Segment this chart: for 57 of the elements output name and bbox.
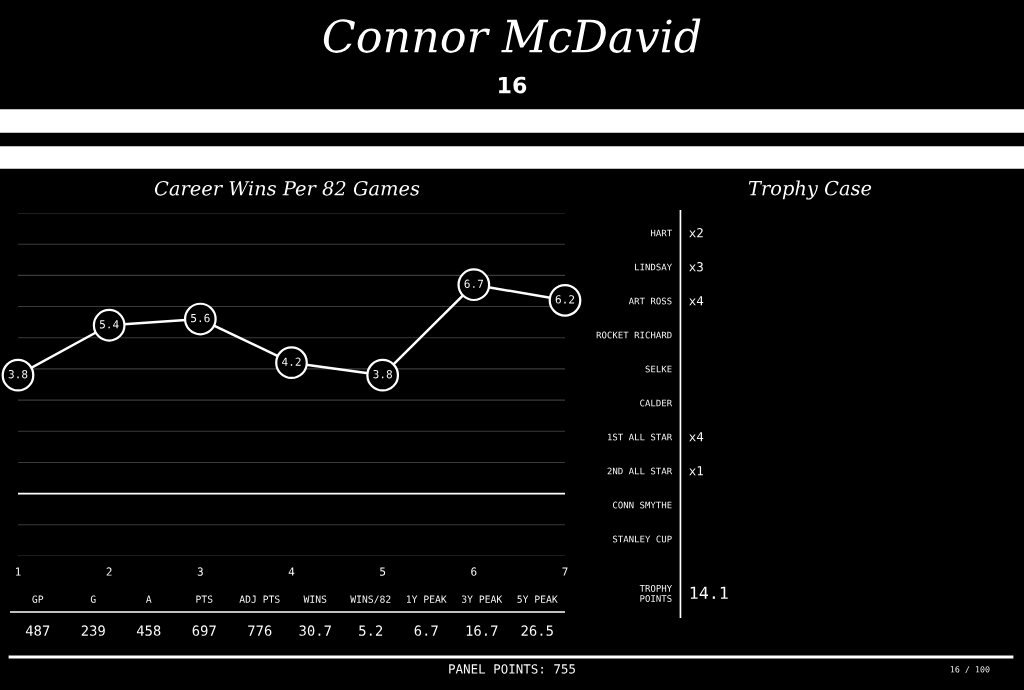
data-label: 6.7 [414, 625, 438, 636]
data-label: x4 [689, 432, 704, 442]
category-label: CALDER [640, 399, 673, 407]
text: PANEL POINTS: 755 [449, 664, 575, 674]
data-label: 3.8 [8, 369, 28, 379]
category-label: A [146, 595, 152, 603]
category-label: STANLEY CUP [612, 535, 672, 543]
data-label: 6.7 [464, 279, 484, 288]
data-label: 14.1 [690, 586, 728, 599]
category-label: 1ST ALL STAR [608, 433, 673, 441]
text: 16 / 100 [950, 666, 990, 674]
data-label: 5.2 [359, 625, 383, 636]
x-tick-label: 6 [471, 567, 477, 576]
data-label: 487 [25, 625, 50, 636]
data-label: 3.8 [373, 369, 392, 379]
text: Trophy Case [748, 180, 872, 200]
category-label: 3Y PEAK [461, 595, 503, 603]
category-label: 1Y PEAK [406, 595, 447, 603]
category-label: SELKE [645, 365, 672, 373]
category-label: WINS/82 [350, 595, 391, 604]
data-label: 697 [192, 625, 216, 636]
category-label: ART ROSS [628, 297, 672, 305]
x-tick-label: 5 [380, 567, 386, 576]
data-label: x1 [689, 466, 703, 476]
data-label: 5.6 [191, 313, 210, 323]
data-label: x4 [689, 296, 704, 306]
data-label: 6.2 [555, 295, 575, 304]
category-label: 2ND ALL STAR [607, 467, 673, 475]
category-label: CONN SMYTHE [612, 501, 672, 509]
category-label: HART [651, 229, 672, 237]
data-label: 458 [136, 625, 161, 636]
x-tick-label: 7 [562, 567, 568, 576]
category-label: GP [32, 595, 44, 603]
text: Connor McDavid [323, 18, 701, 53]
data-label: 16.7 [466, 625, 498, 636]
chart-title: Career Wins Per 82 Games [154, 180, 420, 196]
category-label: 5Y PEAK [517, 595, 558, 603]
category-label: TROPHY POINTS [639, 584, 672, 602]
data-label: 5.4 [99, 320, 119, 329]
data-label: x3 [689, 262, 703, 272]
category-label: PTS [196, 595, 213, 603]
category-label: WINS [303, 595, 327, 603]
data-label: 776 [248, 625, 272, 636]
data-label: 4.2 [282, 357, 301, 366]
x-tick-label: 3 [197, 567, 203, 576]
x-tick-label: 1 [15, 567, 21, 576]
data-label: 239 [81, 625, 105, 636]
text: 16 [499, 76, 527, 94]
category-label: LINDSAY [635, 263, 672, 271]
category-label: ROCKET RICHARD [596, 331, 672, 339]
data-label: 30.7 [299, 625, 331, 636]
category-label: ADJ PTS [239, 595, 280, 603]
data-label: x2 [689, 228, 703, 238]
x-tick-label: 4 [288, 567, 295, 576]
data-label: 26.5 [521, 625, 553, 636]
category-label: G [90, 595, 96, 603]
x-tick-label: 2 [106, 567, 112, 576]
